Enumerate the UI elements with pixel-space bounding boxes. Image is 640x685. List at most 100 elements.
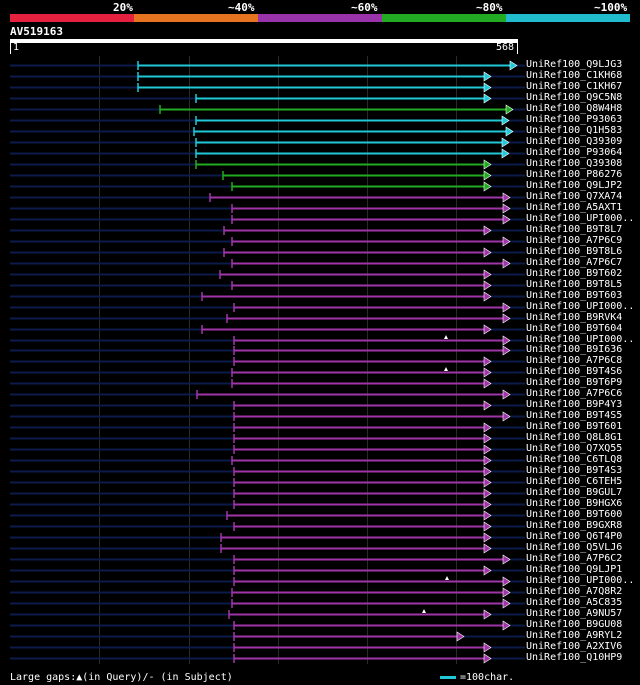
hit-label[interactable]: UniRef100_B9HGX6: [526, 498, 623, 509]
hit-label[interactable]: UniRef100_C1KH68: [526, 70, 623, 81]
hit-label[interactable]: UniRef100_A5C835: [526, 597, 623, 608]
hit-label[interactable]: UniRef100_Q10HP9: [526, 652, 623, 663]
query-gap-marker: [444, 335, 448, 339]
hit-arrow-head: [502, 620, 511, 631]
hit-label[interactable]: UniRef100_B9T600: [526, 509, 623, 520]
hit-arrow-head: [483, 170, 492, 181]
hit-arrow-head: [501, 115, 510, 126]
hit-arrow-head: [502, 236, 511, 247]
hit-label[interactable]: UniRef100_Q8L8G1: [526, 432, 623, 443]
hit-label[interactable]: UniRef100_B9T4S3: [526, 465, 623, 476]
hit-label[interactable]: UniRef100_UPI000..: [526, 334, 635, 345]
grid-line-500: [456, 56, 457, 664]
hit-label[interactable]: UniRef100_Q9C5N8: [526, 92, 623, 103]
hit-label[interactable]: UniRef100_Q8W4H8: [526, 103, 623, 114]
hit-label[interactable]: UniRef100_A2XIV6: [526, 641, 623, 652]
hit-label[interactable]: UniRef100_A7P6C2: [526, 553, 623, 564]
hit-arrow-head: [456, 631, 465, 642]
hit-arrow-head: [483, 477, 492, 488]
scale-start-tick: [10, 42, 11, 54]
hit-arrow-head: [501, 137, 510, 148]
hit-label[interactable]: UniRef100_Q7XQ55: [526, 443, 623, 454]
hit-arrow-head: [483, 565, 492, 576]
hit-label[interactable]: UniRef100_A9RYL2: [526, 630, 623, 641]
hit-label[interactable]: UniRef100_A7P6C9: [526, 235, 623, 246]
hit-label[interactable]: UniRef100_C1KH67: [526, 81, 623, 92]
hit-arrow-head: [502, 203, 511, 214]
legend-segment-1: [10, 14, 134, 22]
identity-legend-bar: [10, 14, 630, 22]
hit-arrow-head: [502, 302, 511, 313]
hit-label[interactable]: UniRef100_UPI000..: [526, 213, 635, 224]
hit-label[interactable]: UniRef100_B9T603: [526, 290, 623, 301]
hit-label[interactable]: UniRef100_A7P6C6: [526, 388, 623, 399]
hit-label[interactable]: UniRef100_Q9LJG3: [526, 59, 623, 70]
scale-start-label: 1: [13, 42, 20, 53]
hit-label[interactable]: UniRef100_A5AXT1: [526, 202, 623, 213]
hit-label[interactable]: UniRef100_B9T6P9: [526, 377, 623, 388]
hit-label[interactable]: UniRef100_Q39308: [526, 158, 623, 169]
hit-label[interactable]: UniRef100_B9GXR8: [526, 520, 623, 531]
hit-arrow-head: [483, 455, 492, 466]
hit-label[interactable]: UniRef100_Q5VLJ6: [526, 542, 623, 553]
hit-arrow-head: [502, 576, 511, 587]
hit-arrow-head: [505, 126, 514, 137]
hit-label[interactable]: UniRef100_B9GU08: [526, 619, 623, 630]
hit-label[interactable]: UniRef100_B9T604: [526, 323, 623, 334]
hit-label[interactable]: UniRef100_A7P6C8: [526, 355, 623, 366]
hit-label[interactable]: UniRef100_Q1H583: [526, 125, 623, 136]
hit-label[interactable]: UniRef100_Q9LJP2: [526, 180, 623, 191]
grid-line-200: [189, 56, 190, 664]
hit-arrow-head: [502, 214, 511, 225]
hit-label[interactable]: UniRef100_P93064: [526, 147, 623, 158]
hit-label[interactable]: UniRef100_C6TLQ8: [526, 454, 623, 465]
hit-label[interactable]: UniRef100_B9T8L5: [526, 279, 623, 290]
hit-label[interactable]: UniRef100_B9T601: [526, 421, 623, 432]
legend-label-5: ~100%: [594, 1, 628, 14]
hit-arrow-head: [483, 269, 492, 280]
hit-arrow-head: [483, 247, 492, 258]
hit-label[interactable]: UniRef100_Q7XA74: [526, 191, 623, 202]
legend-label-3: ~60%: [351, 1, 378, 14]
hit-label[interactable]: UniRef100_B9GUL7: [526, 487, 623, 498]
hit-label[interactable]: UniRef100_B9T4S5: [526, 410, 623, 421]
hit-label[interactable]: UniRef100_B9T4S6: [526, 366, 623, 377]
hit-label[interactable]: UniRef100_Q39309: [526, 136, 623, 147]
hit-arrow-head: [509, 60, 518, 71]
hit-arrow-head: [483, 159, 492, 170]
hit-label[interactable]: UniRef100_Q6T4P0: [526, 531, 623, 542]
hit-arrow-head: [483, 444, 492, 455]
hit-arrow-head: [483, 433, 492, 444]
scale-end-label: 568: [496, 42, 515, 53]
hit-label[interactable]: UniRef100_P86276: [526, 169, 623, 180]
hit-label[interactable]: UniRef100_C6TEH5: [526, 476, 623, 487]
hit-label[interactable]: UniRef100_UPI000..: [526, 301, 635, 312]
hit-arrow-head: [483, 93, 492, 104]
hit-label[interactable]: UniRef100_B9T8L7: [526, 224, 623, 235]
hit-arrow-head: [483, 71, 492, 82]
hit-label[interactable]: UniRef100_A7Q8R2: [526, 586, 623, 597]
hit-arrow-head: [483, 378, 492, 389]
hit-label[interactable]: UniRef100_B9T602: [526, 268, 623, 279]
hit-label[interactable]: UniRef100_B9RVK4: [526, 312, 623, 323]
hit-label[interactable]: UniRef100_B9P4Y3: [526, 399, 623, 410]
hit-arrow-head: [502, 598, 511, 609]
hit-label[interactable]: UniRef100_A9NU57: [526, 608, 623, 619]
query-gap-marker: [444, 367, 448, 371]
hit-arrow-head: [483, 510, 492, 521]
grid-line-100: [99, 56, 100, 664]
hit-label[interactable]: UniRef100_Q9LJP1: [526, 564, 623, 575]
hit-arrow-head: [483, 181, 492, 192]
hit-label[interactable]: UniRef100_B9I636: [526, 344, 623, 355]
hit-label[interactable]: UniRef100_P93063: [526, 114, 623, 125]
hit-arrow-head: [502, 411, 511, 422]
legend-label-4: ~80%: [476, 1, 503, 14]
hit-label[interactable]: UniRef100_B9T8L6: [526, 246, 623, 257]
hit-arrow-head: [483, 499, 492, 510]
hit-arrow-head: [483, 82, 492, 93]
hit-arrow-head: [483, 488, 492, 499]
hit-label[interactable]: UniRef100_A7P6C7: [526, 257, 623, 268]
scale-end-tick: [517, 42, 518, 54]
hit-arrow-head: [483, 280, 492, 291]
hit-label[interactable]: UniRef100_UPI000..: [526, 575, 635, 586]
